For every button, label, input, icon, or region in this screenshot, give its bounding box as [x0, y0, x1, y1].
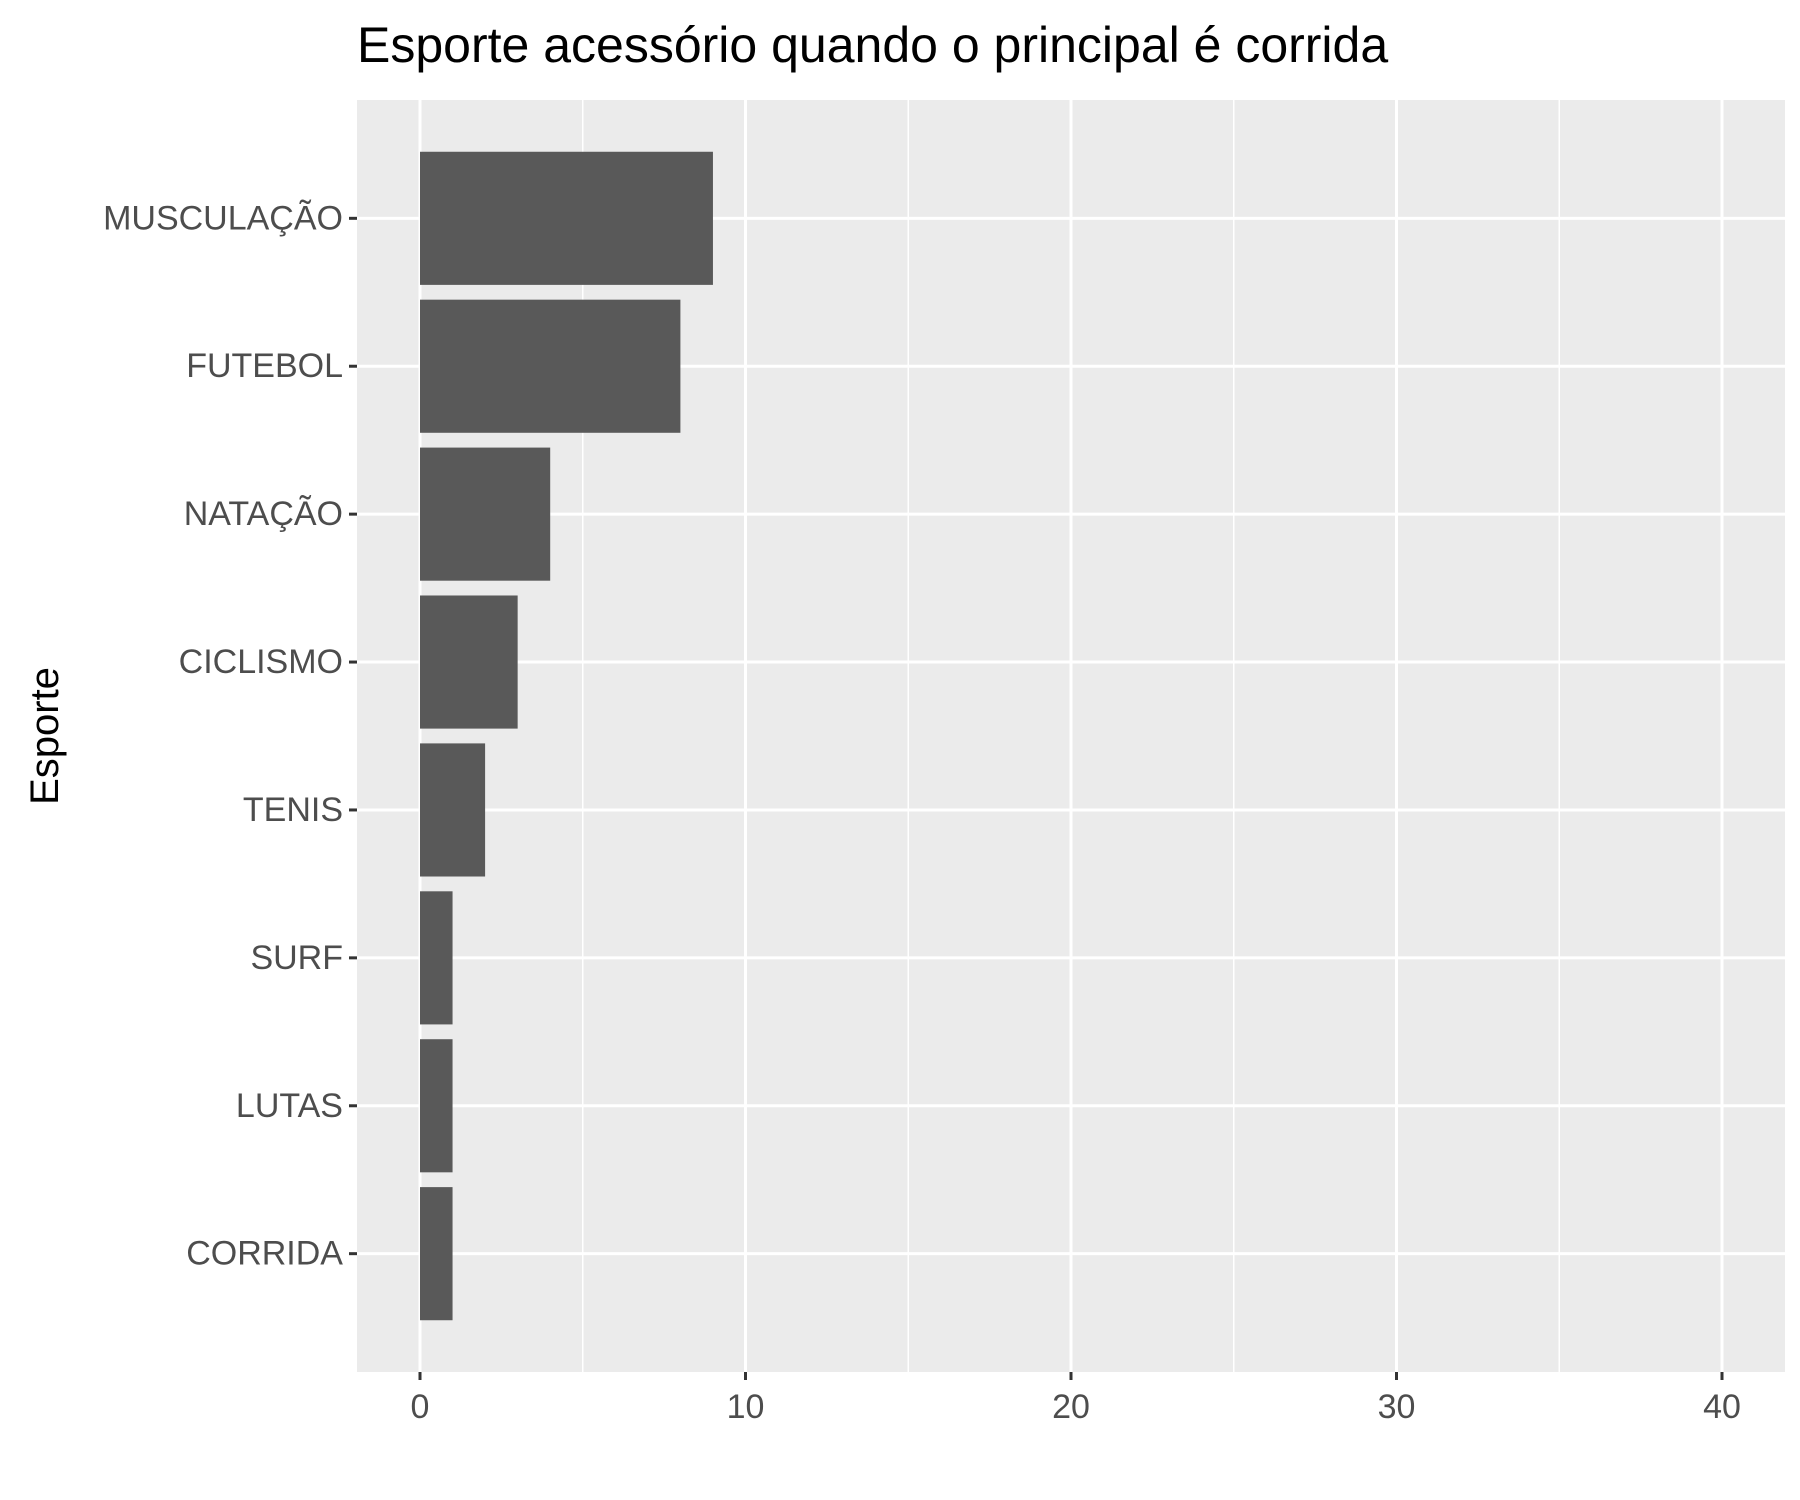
y-tick-label: TENIS [243, 791, 343, 829]
x-axis: 0 10 20 30 40 [411, 1372, 1741, 1426]
x-tick-label: 30 [1378, 1388, 1416, 1426]
chart-title: Esporte acessório quando o principal é c… [357, 17, 1388, 73]
bar [420, 891, 453, 1025]
bar [420, 1187, 453, 1321]
y-tick-label: MUSCULAÇÃO [103, 199, 343, 237]
x-tick-label: 0 [411, 1388, 430, 1426]
bar [420, 1039, 453, 1173]
bar [420, 595, 518, 729]
bar [420, 447, 551, 581]
bar [420, 743, 486, 877]
y-tick-label: CORRIDA [186, 1235, 343, 1273]
y-tick-label: CICLISMO [179, 643, 343, 681]
y-tick-label: NATAÇÃO [184, 495, 343, 533]
y-axis-title: Esporte [23, 667, 67, 805]
bar [420, 151, 713, 285]
bars [420, 151, 713, 1321]
y-tick-label: FUTEBOL [186, 347, 343, 385]
y-tick-label: SURF [250, 939, 343, 977]
bar [420, 299, 681, 433]
x-tick-label: 40 [1703, 1388, 1741, 1426]
x-tick-label: 20 [1052, 1388, 1090, 1426]
x-tick-label: 10 [727, 1388, 765, 1426]
y-axis: MUSCULAÇÃO FUTEBOL NATAÇÃO CICLISMO TENIS SUR… [103, 199, 357, 1273]
y-tick-label: LUTAS [236, 1087, 343, 1125]
grid-major [357, 100, 1785, 1372]
